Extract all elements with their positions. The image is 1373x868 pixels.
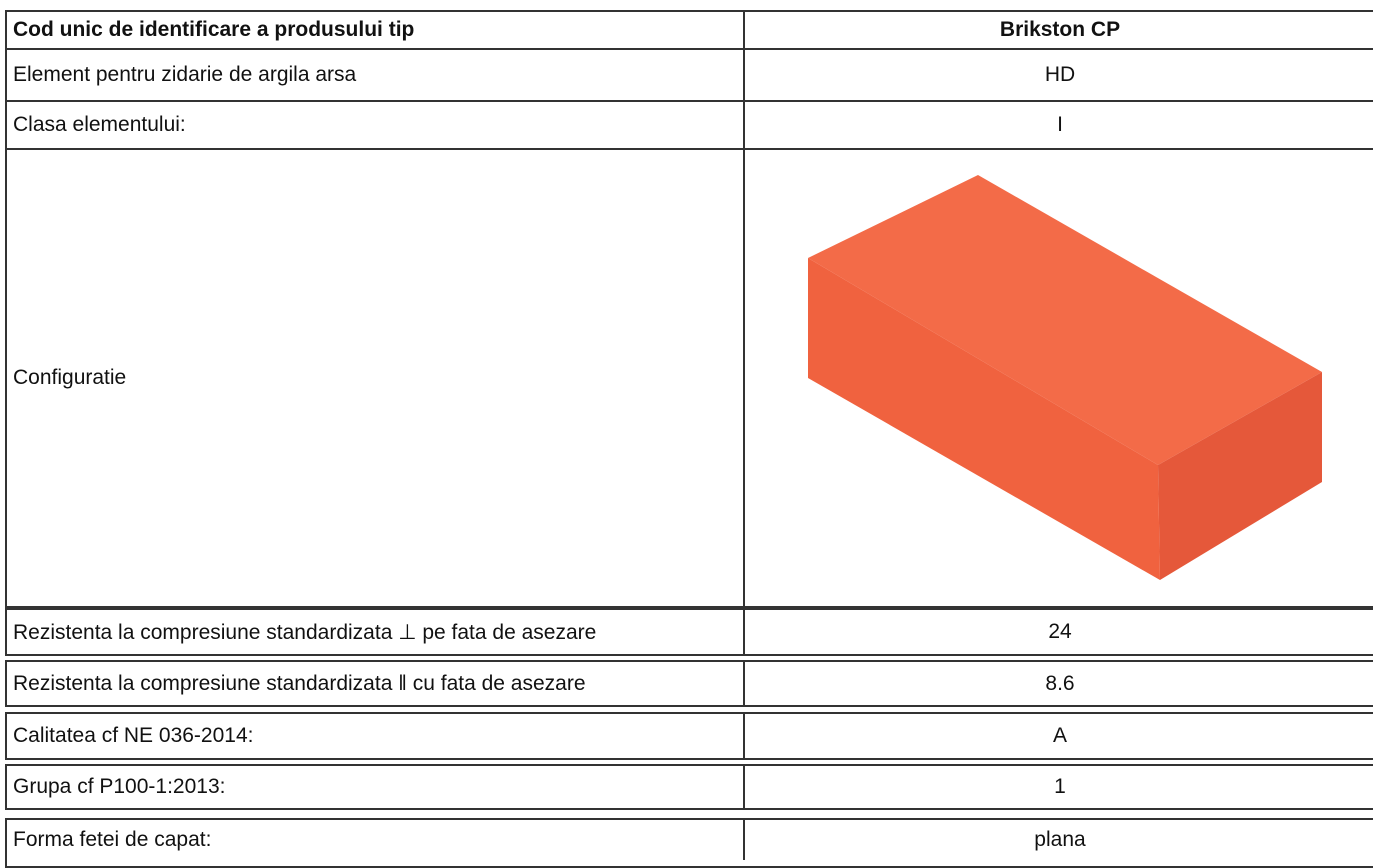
value-cell: I xyxy=(1057,113,1063,136)
table-row: Rezistenta la compresiune standardizata … xyxy=(5,660,1373,707)
value-cell: 8.6 xyxy=(1045,671,1075,695)
table-row: Configuratie xyxy=(5,148,1373,608)
label-cell: Rezistenta la compresiune standardizata … xyxy=(7,610,745,654)
brick-side xyxy=(1158,372,1322,580)
table-row: Calitatea cf NE 036-2014: A xyxy=(5,712,1373,760)
brick-front xyxy=(808,258,1160,580)
header-cell: Brikston CP xyxy=(999,18,1121,41)
value-cell: plana xyxy=(1034,828,1086,851)
label-cell: Rezistenta la compresiune standardizata … xyxy=(7,662,745,705)
value-cell: 24 xyxy=(1048,620,1072,643)
value-cell: 1 xyxy=(1054,775,1066,798)
label-cell: Clasa elementului: xyxy=(7,102,745,148)
label-cell: Configuratie xyxy=(7,150,745,606)
value-cell: A xyxy=(1052,724,1067,747)
label-cell: Calitatea cf NE 036-2014: xyxy=(7,714,745,758)
brick-top xyxy=(808,175,1322,465)
table-row: Rezistenta la compresiune standardizata … xyxy=(5,608,1373,656)
table-row: Grupa cf P100-1:2013: 1 xyxy=(5,764,1373,810)
label-cell: Forma fetei de capat: xyxy=(7,820,745,860)
header-cell: Cod unic de identificare a produsului ti… xyxy=(7,12,745,48)
label-cell: Grupa cf P100-1:2013: xyxy=(7,766,745,808)
label-cell: Element pentru zidarie de argila arsa xyxy=(7,50,745,100)
value-cell: HD xyxy=(1044,63,1076,86)
